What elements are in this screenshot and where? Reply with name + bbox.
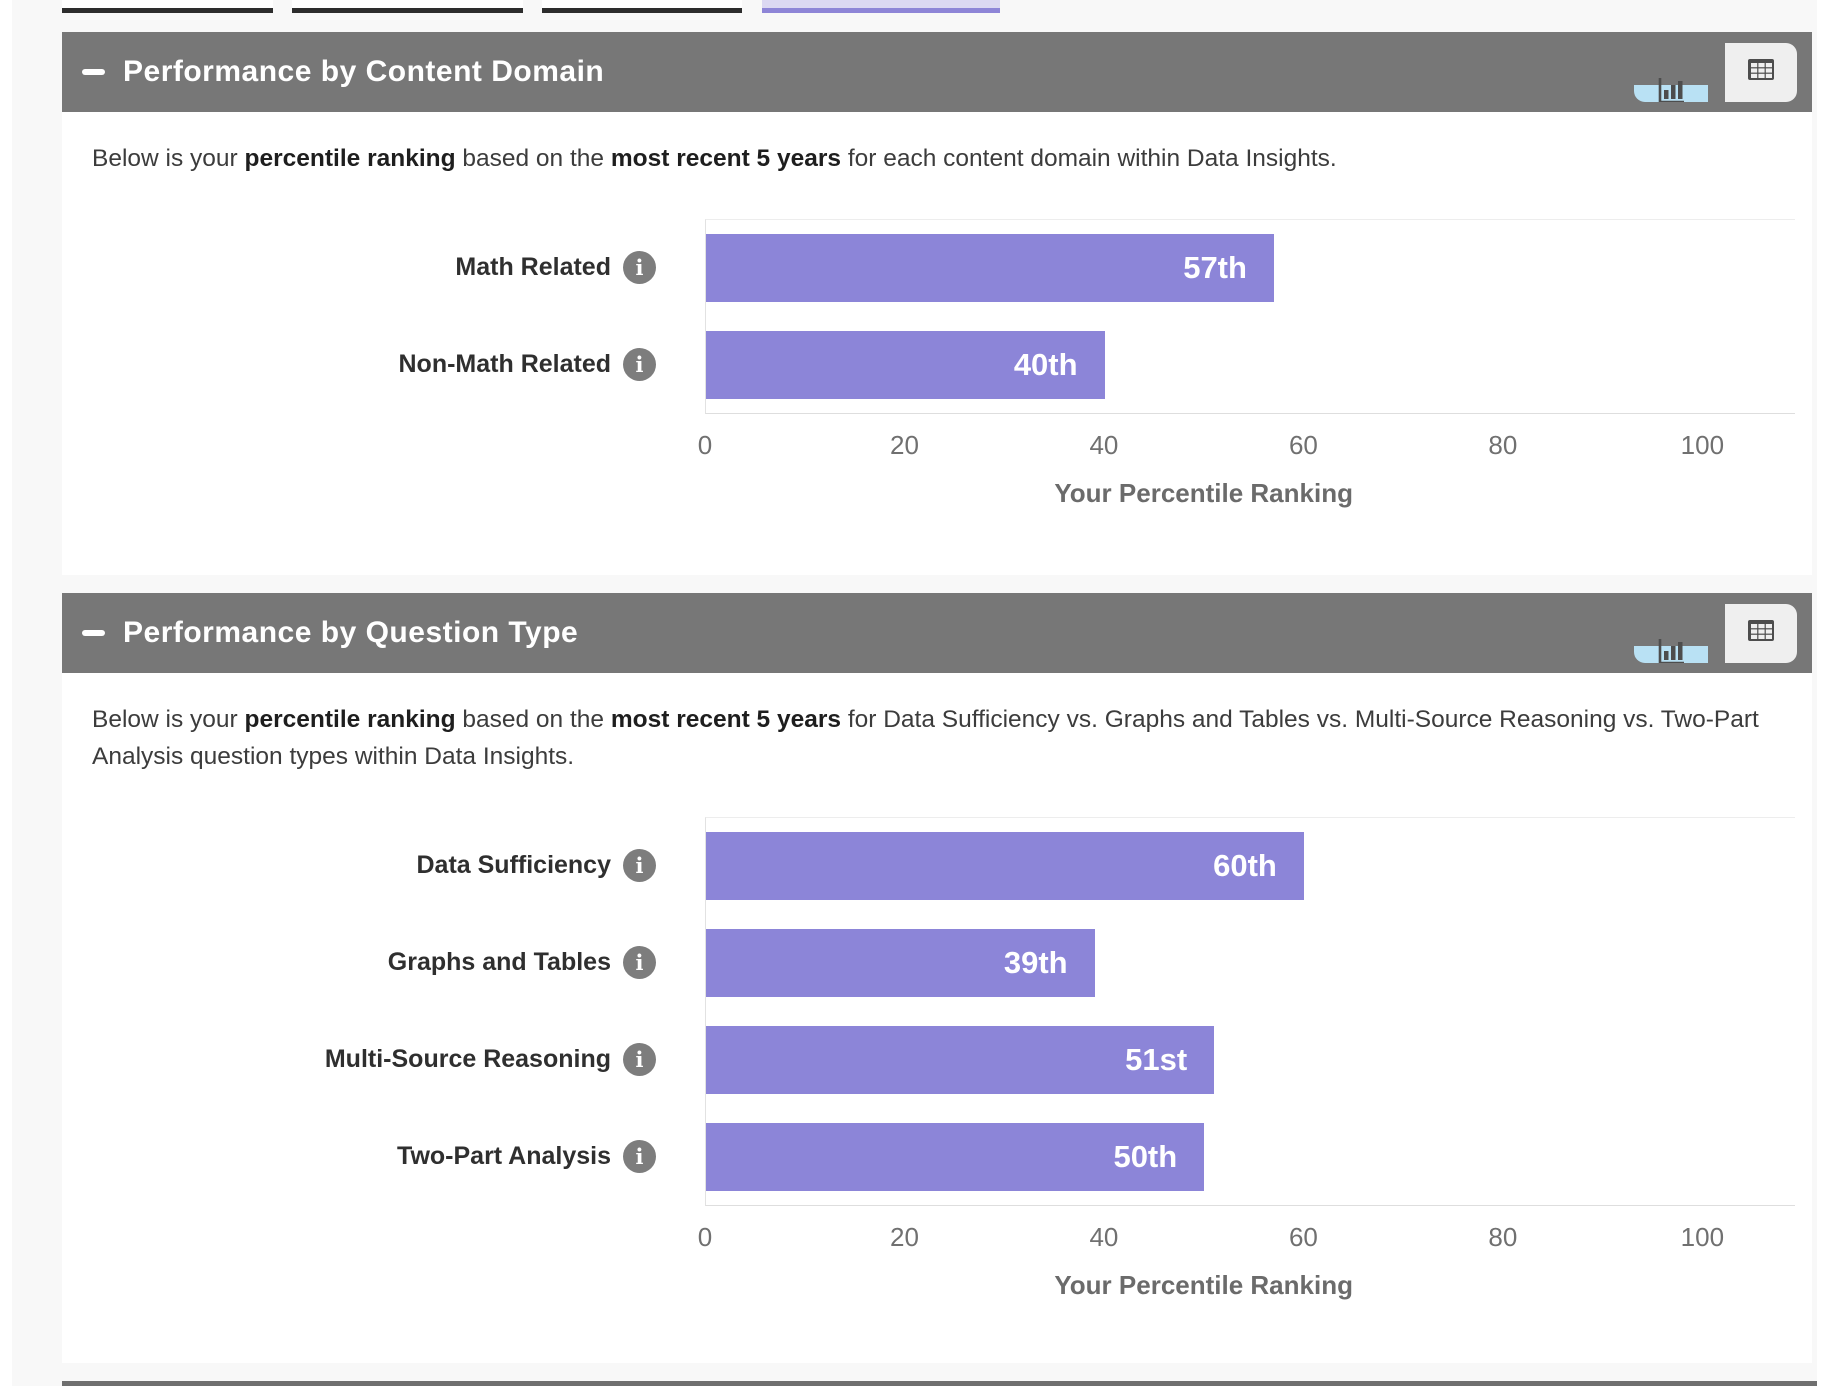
category-row: Multi-Source Reasoning i bbox=[62, 1025, 705, 1093]
top-tab-bar bbox=[62, 0, 1000, 13]
description-text: based on the bbox=[455, 706, 611, 733]
description-bold-text: percentile ranking bbox=[244, 145, 456, 172]
plot-area: 60th 39th 51st 50th bbox=[705, 817, 1795, 1206]
category-label: Multi-Source Reasoning bbox=[324, 1044, 611, 1073]
tick-label: 20 bbox=[890, 1222, 919, 1252]
percentile-bar: 51st bbox=[706, 1026, 1215, 1094]
tick-label: 80 bbox=[1488, 1222, 1518, 1252]
x-axis-title: Your Percentile Ranking bbox=[1054, 1270, 1353, 1300]
category-row: Data Sufficiency i bbox=[62, 831, 705, 899]
percentile-bar: 60th bbox=[706, 832, 1304, 900]
info-icon[interactable]: i bbox=[623, 250, 656, 284]
tab-1[interactable] bbox=[62, 0, 273, 13]
bar-value-label: 40th bbox=[1013, 347, 1078, 382]
panel-header: Performance by Question Type bbox=[62, 593, 1812, 673]
percentile-bar-chart: Data Sufficiency i Graphs and Tables i Multi… bbox=[62, 817, 1812, 1312]
x-axis-title: Your Percentile Ranking bbox=[1054, 478, 1353, 508]
collapse-section-icon[interactable] bbox=[82, 630, 105, 636]
percentile-bar: 40th bbox=[706, 331, 1105, 399]
question-type-panel: Performance by Question Type bbox=[62, 593, 1812, 1363]
left-page-edge bbox=[0, 0, 12, 1386]
right-page-edge bbox=[1817, 0, 1826, 1386]
collapse-section-icon[interactable] bbox=[82, 69, 105, 75]
description-text: for each content domain within Data Insi… bbox=[841, 145, 1337, 172]
next-section-top-edge bbox=[62, 1381, 1826, 1386]
category-label: Data Sufficiency bbox=[416, 850, 611, 879]
tick-label: 0 bbox=[697, 1222, 713, 1252]
table-icon bbox=[1744, 614, 1778, 653]
tick-label: 40 bbox=[1089, 1222, 1119, 1252]
tick-label: 100 bbox=[1680, 430, 1725, 460]
view-toggle-group bbox=[1634, 603, 1797, 663]
bar-chart-icon bbox=[1654, 74, 1688, 102]
category-labels-column: Math Related i Non-Math Related i bbox=[62, 219, 705, 414]
description-bold-text: most recent 5 years bbox=[610, 706, 842, 733]
bar-value-label: 51st bbox=[1125, 1042, 1188, 1077]
category-row: Graphs and Tables i bbox=[62, 928, 705, 996]
category-label: Two-Part Analysis bbox=[397, 1141, 611, 1170]
tab-3[interactable] bbox=[542, 0, 742, 13]
category-label: Graphs and Tables bbox=[387, 947, 611, 976]
tick-label: 40 bbox=[1089, 430, 1119, 460]
description-bold-text: most recent 5 years bbox=[610, 145, 842, 172]
info-icon[interactable]: i bbox=[623, 848, 656, 882]
panel-title: Performance by Question Type bbox=[123, 616, 579, 649]
description-text: Below is your bbox=[92, 706, 245, 733]
bar-value-label: 39th bbox=[1003, 945, 1068, 980]
tick-label: 100 bbox=[1680, 1222, 1725, 1252]
panel-description: Below is your percentile ranking based o… bbox=[92, 140, 1780, 177]
tick-label: 20 bbox=[890, 430, 919, 460]
category-label: Non-Math Related bbox=[398, 349, 612, 378]
panel-header: Performance by Content Domain bbox=[62, 32, 1812, 112]
description-bold-text: percentile ranking bbox=[244, 706, 456, 733]
category-row: Math Related i bbox=[62, 233, 705, 301]
chart-view-button[interactable] bbox=[1634, 77, 1708, 102]
percentile-bar: 39th bbox=[706, 929, 1095, 997]
tick-label: 60 bbox=[1288, 430, 1318, 460]
chart-view-button[interactable] bbox=[1634, 638, 1708, 663]
x-axis-ticks: 0 20 40 60 80 100 bbox=[698, 414, 1795, 460]
percentile-bar: 50th bbox=[706, 1123, 1205, 1191]
bar-chart-icon bbox=[1654, 635, 1688, 663]
table-view-button[interactable] bbox=[1725, 42, 1797, 102]
x-axis-ticks: 0 20 40 60 80 100 bbox=[698, 1206, 1795, 1252]
category-label: Math Related bbox=[455, 252, 611, 281]
bar-value-label: 57th bbox=[1183, 250, 1247, 285]
info-icon[interactable]: i bbox=[623, 1139, 656, 1173]
percentile-bar: 57th bbox=[706, 234, 1274, 302]
table-icon bbox=[1744, 53, 1778, 92]
view-toggle-group bbox=[1634, 42, 1797, 102]
description-text: based on the bbox=[455, 145, 611, 172]
tick-label: 0 bbox=[697, 430, 713, 460]
category-row: Non-Math Related i bbox=[62, 330, 705, 398]
tick-label: 60 bbox=[1288, 1222, 1318, 1252]
category-labels-column: Data Sufficiency i Graphs and Tables i Multi… bbox=[62, 817, 705, 1206]
info-icon[interactable]: i bbox=[623, 945, 656, 979]
bar-value-label: 60th bbox=[1213, 848, 1277, 883]
bar-value-label: 50th bbox=[1113, 1139, 1178, 1174]
tick-label: 80 bbox=[1488, 430, 1518, 460]
info-icon[interactable]: i bbox=[623, 1042, 656, 1076]
panel-description: Below is your percentile ranking based o… bbox=[92, 701, 1780, 775]
panel-title: Performance by Content Domain bbox=[123, 55, 605, 88]
percentile-bar-chart: Math Related i Non-Math Related i 57th 40th 0 2… bbox=[62, 219, 1812, 520]
tab-4-active[interactable] bbox=[762, 0, 1000, 13]
tab-2[interactable] bbox=[292, 0, 523, 13]
content-domain-panel: Performance by Content Domain bbox=[62, 32, 1812, 575]
plot-area: 57th 40th bbox=[705, 219, 1795, 414]
category-row: Two-Part Analysis i bbox=[62, 1122, 705, 1190]
description-text: for Data Sufficiency vs. Graphs and Tabl… bbox=[92, 706, 1759, 770]
description-text: Below is your bbox=[92, 145, 245, 172]
table-view-button[interactable] bbox=[1725, 603, 1797, 663]
info-icon[interactable]: i bbox=[623, 347, 656, 381]
